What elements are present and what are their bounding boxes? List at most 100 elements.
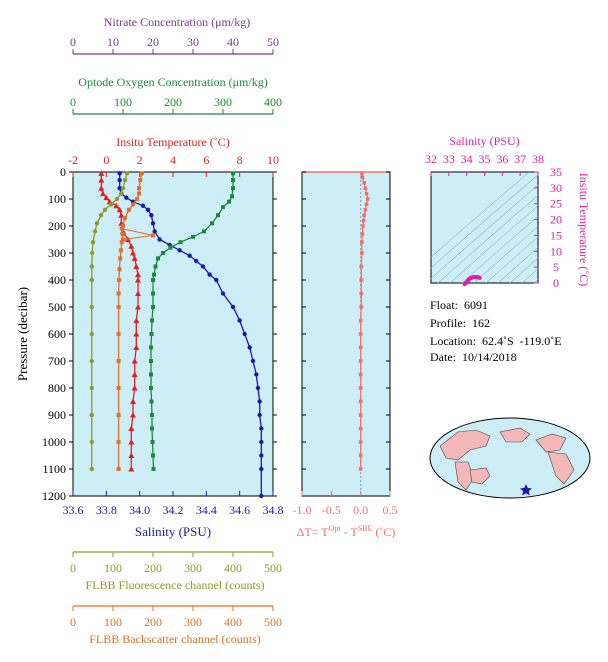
pressure-tick-label: 400: [48, 273, 66, 287]
fluorescence-tick-label: 300: [184, 561, 202, 575]
temperature-tick-label: 10: [267, 153, 279, 167]
ts-density-contour: [431, 172, 530, 258]
delta-point: [364, 191, 369, 196]
oxygen-point: [210, 221, 214, 226]
temperature-point: [135, 290, 141, 296]
backscatter-point: [116, 467, 121, 471]
temperature-point: [133, 331, 140, 337]
ts-salinity-tick-label: 34: [461, 152, 473, 166]
temperature-point: [128, 439, 135, 445]
delta-point: [363, 208, 368, 212]
oxygen-tick-label: 100: [114, 95, 132, 109]
delta-point: [359, 264, 364, 269]
delta-point: [361, 224, 365, 228]
backscatter-point: [120, 232, 125, 237]
delta-point: [360, 232, 365, 236]
fluorescence-point: [94, 221, 100, 226]
oxygen-point: [151, 291, 155, 296]
salinity-tick-label: 33.8: [96, 503, 117, 517]
oxygen-point: [149, 332, 154, 336]
pressure-tick-label: 0: [60, 165, 66, 179]
nitrate-tick-label: 10: [107, 35, 119, 49]
salinity-point: [259, 426, 264, 431]
temperature-point: [135, 277, 141, 283]
salinity-tick-label: 34.6: [229, 503, 250, 517]
oxygen-tick-label: 200: [164, 95, 182, 109]
oxygen-point: [149, 386, 153, 390]
salinity-point: [152, 229, 157, 234]
backscatter-spike-point: [121, 237, 125, 242]
oxygen-point: [178, 240, 183, 245]
salinity-point: [117, 186, 122, 191]
salinity-point: [124, 195, 129, 200]
oxygen-axis-title: Optode Oxygen Concentration (μm/kg): [78, 75, 267, 89]
fluorescence-point: [118, 191, 124, 196]
delta-tick-label: 0.0: [353, 503, 368, 517]
salinity-point: [257, 399, 262, 404]
oxygen-point: [227, 199, 231, 204]
backscatter-point: [135, 197, 139, 201]
temperature-point: [98, 185, 105, 191]
salinity-point: [117, 171, 122, 176]
temperature-point: [128, 466, 135, 472]
oxygen-point: [191, 234, 195, 239]
oxygen-point: [202, 229, 206, 234]
main-plot-area: [72, 171, 274, 497]
ts-temp-tick-label: 30: [550, 181, 562, 195]
delta-point: [359, 291, 364, 296]
salinity-tick-label: 34.4: [196, 503, 217, 517]
delta-tick-label: -1.0: [293, 503, 312, 517]
delta-point: [358, 453, 363, 458]
nitrate-tick-label: 0: [70, 35, 76, 49]
delta-axis-title-part: (˚C): [372, 525, 395, 539]
ts-salinity-title: Salinity (PSU): [449, 134, 519, 148]
salinity-point: [177, 248, 182, 253]
fluorescence-point: [90, 250, 95, 256]
backscatter-point: [119, 248, 123, 253]
delta-axis-title-part: Opt: [329, 524, 342, 533]
ts-density-contour: [535, 162, 608, 293]
salinity-point: [230, 304, 236, 310]
salinity-point: [220, 291, 226, 296]
backscatter-tick-label: 500: [264, 615, 282, 629]
pressure-tick-label: 600: [48, 327, 66, 341]
temperature-tick-label: 0: [103, 153, 109, 167]
oxygen-point: [231, 186, 235, 191]
oxygen-point: [153, 264, 158, 269]
backscatter-spike-point: [119, 226, 124, 231]
fluorescence-point: [124, 171, 130, 176]
delta-axis-title: ΔT= TOpt - TSBE (˚C): [297, 524, 396, 539]
delta-point: [358, 359, 363, 363]
pressure-tick-label: 1200: [42, 489, 66, 503]
delta-point: [358, 345, 363, 350]
fluorescence-point: [89, 439, 95, 445]
backscatter-point: [116, 413, 121, 417]
temperature-point: [128, 452, 135, 458]
temperature-tick-label: 6: [203, 153, 209, 167]
map-land: [439, 429, 491, 461]
salinity-point: [250, 358, 256, 364]
salinity-point: [259, 439, 264, 445]
location-label: Location: 62.4˚S -119.0˚E: [430, 334, 562, 348]
oxygen-point: [149, 359, 153, 363]
salinity-point: [259, 453, 264, 458]
delta-point: [362, 213, 366, 217]
delta-tick-label: -0.5: [322, 503, 341, 517]
salinity-point: [187, 253, 192, 258]
salinity-point: [242, 331, 247, 337]
temperature-tick-label: 2: [137, 153, 143, 167]
delta-point: [364, 202, 369, 207]
delta-point: [363, 186, 368, 190]
delta-point: [358, 399, 363, 404]
backscatter-point: [116, 440, 121, 444]
salinity-point: [254, 372, 259, 377]
ts-density-contour: [521, 268, 538, 283]
salinity-tick-label: 34.0: [129, 503, 150, 517]
fluorescence-tick-label: 0: [70, 561, 76, 575]
fluorescence-point: [98, 213, 104, 218]
backscatter-point: [138, 178, 143, 183]
pressure-tick-label: 500: [48, 300, 66, 314]
salinity-point: [247, 345, 252, 350]
salinity-point: [207, 272, 212, 277]
